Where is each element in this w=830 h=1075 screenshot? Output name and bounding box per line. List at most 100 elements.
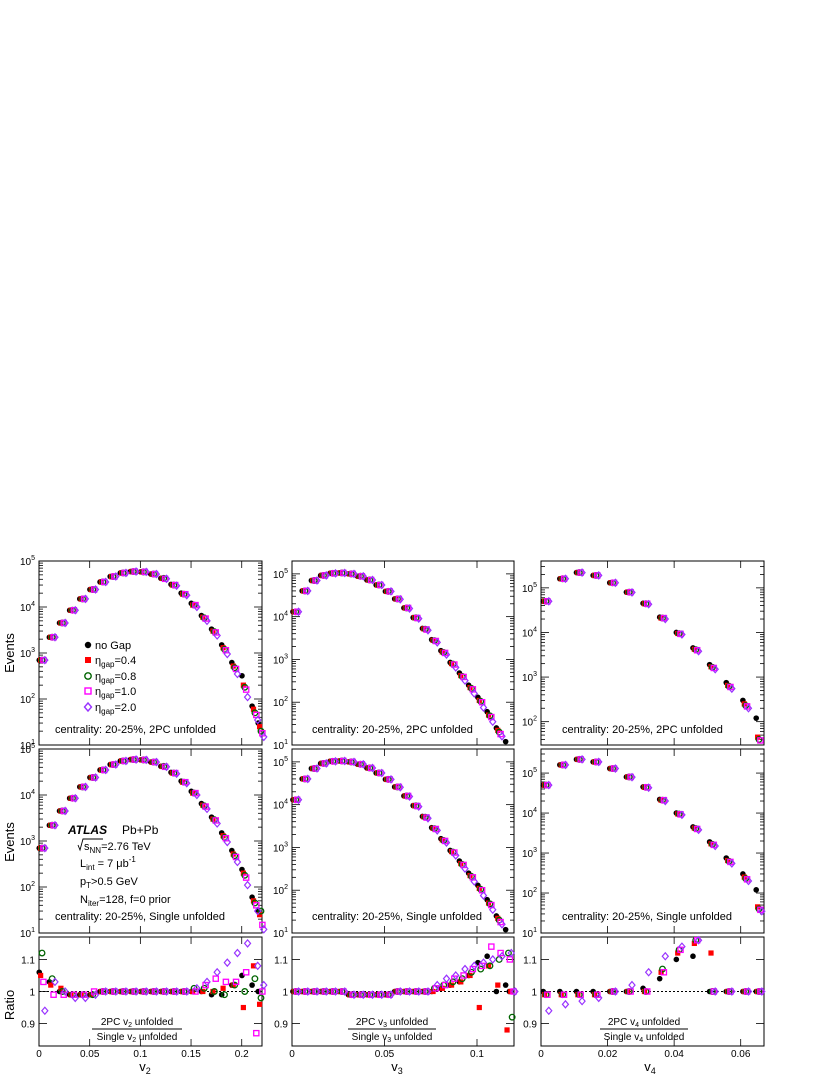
data-point-diamond bbox=[182, 590, 191, 600]
data-point-diamond bbox=[243, 692, 252, 702]
data-point-diamond bbox=[172, 581, 181, 591]
data-point-diamond bbox=[233, 669, 242, 679]
data-point-circle bbox=[210, 988, 218, 995]
data-point-diamond bbox=[644, 599, 653, 609]
legend-label-gap-2-0: ηgap=2.0 bbox=[95, 702, 136, 716]
data-point-square bbox=[448, 982, 455, 988]
x-label-v3: v3 bbox=[391, 1059, 403, 1075]
data-point-diamond bbox=[193, 602, 201, 612]
data-point-square bbox=[476, 1004, 482, 1011]
caption-middle-v3: centrality: 20-25%, Single unfolded bbox=[312, 911, 482, 923]
legend-marker-gap-1-0 bbox=[84, 687, 92, 695]
data-point-diamond bbox=[488, 955, 497, 964]
data-point-square bbox=[458, 979, 464, 985]
data-point-diamond bbox=[678, 942, 686, 952]
panel-middle-2: 101 102 103 104 105 bbox=[522, 748, 766, 940]
data-point-diamond bbox=[81, 993, 90, 1003]
data-point-opensquare bbox=[432, 985, 440, 992]
plot-frame bbox=[540, 748, 765, 934]
data-point-opensquare bbox=[544, 991, 551, 998]
data-point-diamond bbox=[405, 987, 414, 996]
data-point-diamond bbox=[303, 586, 312, 596]
data-point-diamond bbox=[162, 762, 171, 772]
data-point-diamond bbox=[253, 961, 262, 971]
data-point-diamond bbox=[122, 568, 130, 578]
data-point-square bbox=[504, 1027, 510, 1033]
data-point-diamond bbox=[644, 783, 653, 793]
data-point-square bbox=[250, 963, 257, 969]
data-point-opensquare bbox=[488, 943, 495, 950]
data-point-diamond bbox=[203, 977, 211, 987]
data-point-square bbox=[58, 985, 64, 991]
data-point-opensquare bbox=[441, 981, 449, 989]
data-point-diamond bbox=[359, 759, 368, 769]
data-point-diamond bbox=[359, 571, 368, 581]
data-point-diamond bbox=[112, 572, 120, 581]
data-point-diamond bbox=[628, 980, 636, 990]
data-point-opensquare bbox=[469, 965, 477, 973]
data-point-diamond bbox=[377, 768, 386, 778]
panel-middle-0: 101 102 103 104 105 bbox=[20, 743, 268, 940]
panel-ratio-1: 0 0.05 0.1 0.9 1 1.1 bbox=[274, 936, 519, 1060]
data-point-diamond bbox=[396, 594, 405, 604]
data-point-diamond bbox=[442, 650, 451, 659]
x-tick-label: 0.02 bbox=[598, 1049, 618, 1060]
data-point-diamond bbox=[661, 614, 670, 624]
data-point-square bbox=[495, 727, 501, 733]
data-point-diamond bbox=[233, 857, 242, 867]
caption-top-v4: centrality: 20-25%, 2PC unfolded bbox=[562, 724, 723, 736]
data-point-dot bbox=[690, 953, 696, 960]
x-tick-label: 0.05 bbox=[80, 1049, 100, 1060]
y-tick-label: 102 bbox=[522, 716, 537, 729]
data-point-circle bbox=[508, 1013, 516, 1021]
legend-label-no-gap: no Gap bbox=[95, 640, 131, 652]
data-point-square bbox=[38, 972, 44, 979]
data-point-diamond bbox=[152, 757, 161, 767]
data-point-opensquare bbox=[222, 978, 230, 986]
x-tick-label: 0 bbox=[36, 1049, 42, 1060]
data-point-diamond bbox=[340, 568, 349, 578]
data-point-diamond bbox=[694, 935, 703, 945]
x-tick-label: 0.1 bbox=[470, 1049, 484, 1060]
data-point-diamond bbox=[594, 570, 603, 580]
legend-marker-gap-2-0 bbox=[83, 701, 93, 713]
data-point-diamond bbox=[414, 987, 423, 996]
legend-marker-no-gap bbox=[84, 641, 92, 649]
data-point-diamond bbox=[313, 576, 321, 585]
legend-entry-gap-0-4: ηgap=0.4 bbox=[85, 655, 136, 669]
data-point-opensquare bbox=[212, 629, 220, 636]
data-point-diamond bbox=[561, 999, 570, 1009]
legend-entry-gap-0-8: ηgap=0.8 bbox=[84, 671, 136, 685]
data-point-diamond bbox=[313, 764, 321, 773]
y-label-events-middle: Events bbox=[2, 822, 17, 862]
data-point-diamond bbox=[628, 588, 636, 597]
data-point-square bbox=[495, 915, 501, 921]
panel-ratio-0: 0 0.05 0.1 0.15 0.2 0.9 1 1.1 bbox=[21, 936, 268, 1060]
y-tick-label: 103 bbox=[273, 841, 288, 854]
system-label: Pb+Pb bbox=[122, 823, 159, 837]
caption-top-v2: centrality: 20-25%, 2PC unfolded bbox=[55, 724, 216, 736]
legend-marker-gap-0-8 bbox=[84, 672, 92, 680]
legend-marker-gap-0-4 bbox=[85, 657, 91, 663]
legend-label-gap-0-4: ηgap=0.4 bbox=[95, 655, 136, 669]
data-point-diamond bbox=[203, 804, 211, 814]
data-point-diamond bbox=[414, 614, 423, 624]
data-point-diamond bbox=[71, 793, 80, 803]
data-point-diamond bbox=[479, 958, 488, 968]
energy-label: sNN=2.76 TeV bbox=[77, 838, 151, 855]
data-point-diamond bbox=[101, 577, 110, 587]
ratio-denominator-v3: Single v3 unfolded bbox=[352, 1032, 433, 1044]
data-point-diamond bbox=[479, 891, 488, 900]
y-label-events-top: Events bbox=[2, 633, 17, 673]
data-point-diamond bbox=[451, 971, 460, 980]
data-point-diamond bbox=[396, 782, 405, 792]
data-point-diamond bbox=[387, 990, 395, 1000]
data-point-opensquare bbox=[60, 991, 67, 998]
caption-middle-v4: centrality: 20-25%, Single unfolded bbox=[562, 911, 732, 923]
data-point-diamond bbox=[313, 987, 321, 996]
data-point-diamond bbox=[433, 980, 442, 990]
data-point-diamond bbox=[350, 569, 358, 579]
data-point-diamond bbox=[368, 990, 377, 1000]
x-tick-label: 0.06 bbox=[731, 1049, 751, 1060]
